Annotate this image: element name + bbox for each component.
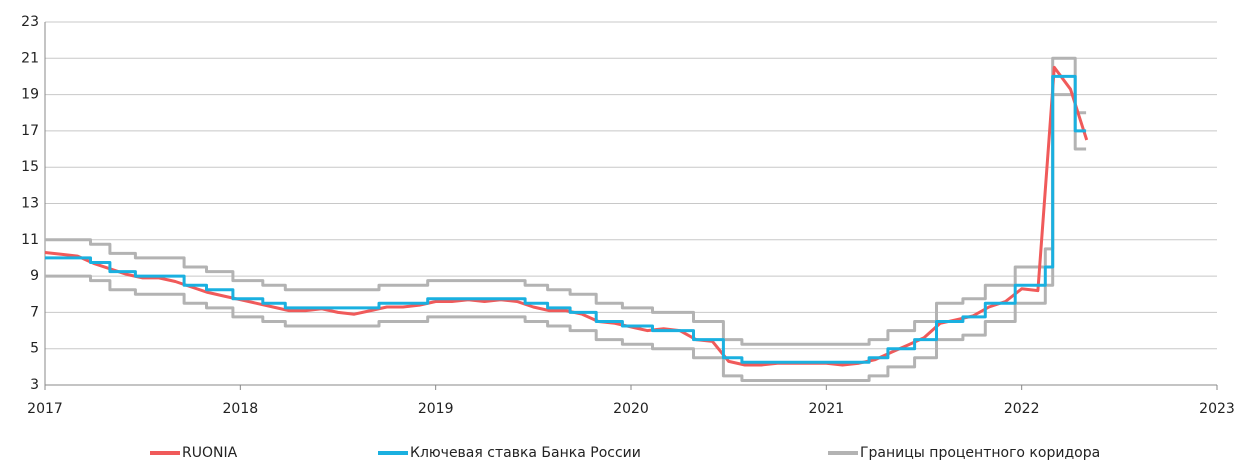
y-tick-label: 21 bbox=[21, 50, 39, 66]
y-tick-label: 17 bbox=[21, 123, 39, 139]
y-tick-label: 13 bbox=[21, 196, 39, 212]
x-tick-label: 2021 bbox=[809, 401, 845, 417]
x-tick-label: 2022 bbox=[1004, 401, 1040, 417]
x-tick-label: 2023 bbox=[1199, 401, 1235, 417]
legend-label: RUONIA bbox=[182, 445, 238, 461]
x-tick-label: 2019 bbox=[418, 401, 454, 417]
y-tick-label: 3 bbox=[30, 377, 39, 393]
y-tick-label: 23 bbox=[21, 14, 39, 30]
legend-label: Ключевая ставка Банка России bbox=[410, 445, 641, 461]
series-line bbox=[45, 93, 1087, 382]
x-tick-label: 2017 bbox=[27, 401, 63, 417]
x-tick-label: 2018 bbox=[223, 401, 259, 417]
series-line bbox=[45, 56, 1087, 346]
legend-label: Границы процентного коридора bbox=[860, 445, 1100, 461]
y-tick-label: 11 bbox=[21, 232, 39, 248]
y-tick-label: 19 bbox=[21, 87, 39, 103]
y-tick-label: 5 bbox=[30, 341, 39, 357]
series-line bbox=[45, 74, 1087, 364]
y-tick-label: 7 bbox=[30, 304, 39, 320]
x-tick-label: 2020 bbox=[613, 401, 649, 417]
y-tick-label: 9 bbox=[30, 268, 39, 284]
y-tick-label: 15 bbox=[21, 159, 39, 175]
